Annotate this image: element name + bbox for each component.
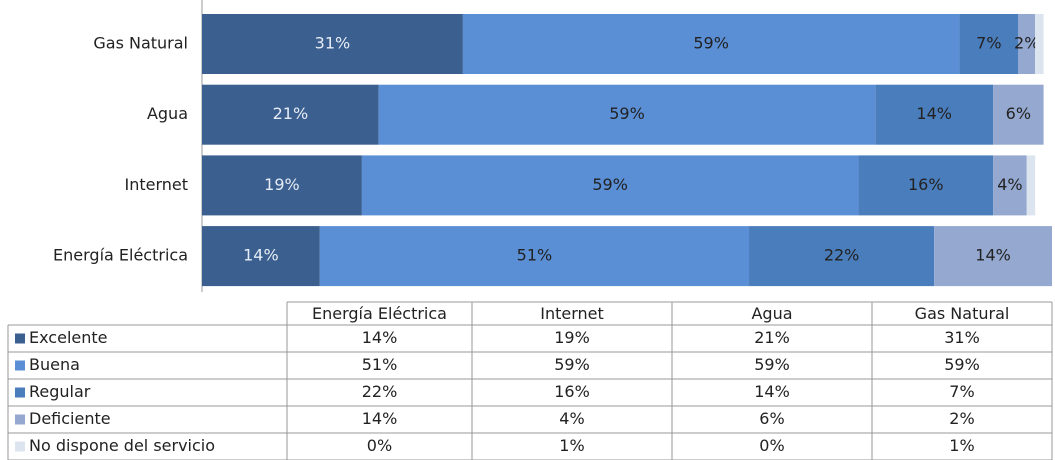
data-label: 4% (997, 175, 1022, 194)
table-cell: 51% (362, 355, 398, 374)
data-label: 6% (1006, 104, 1031, 123)
table-cell: 16% (554, 382, 590, 401)
bar-segment (378, 84, 876, 145)
table-header: Gas Natural (915, 304, 1010, 323)
data-label: 22% (824, 246, 860, 265)
legend-swatch (15, 333, 25, 344)
bar-segment (202, 226, 320, 287)
table-header: Agua (751, 304, 792, 323)
bar-segment (858, 155, 994, 216)
table-cell: 1% (949, 436, 974, 455)
bar-segment (361, 155, 859, 216)
legend-label: No dispone del servicio (29, 436, 215, 455)
y-tick-label: Energía Eléctrica (53, 246, 188, 265)
table-cell: 19% (554, 328, 590, 347)
table-cell: 14% (362, 409, 398, 428)
legend-label: Buena (29, 355, 80, 374)
bar-segment (1035, 14, 1044, 74)
data-label: 19% (264, 175, 300, 194)
data-label: 14% (975, 246, 1011, 265)
table-cell: 0% (367, 436, 392, 455)
bar-segment (875, 84, 994, 145)
bar-segment (1026, 155, 1036, 216)
table-cell: 0% (759, 436, 784, 455)
table-header: Energía Eléctrica (312, 304, 447, 323)
data-label: 7% (976, 34, 1001, 53)
table-cell: 7% (949, 382, 974, 401)
y-tick-label: Internet (124, 175, 188, 194)
data-label: 16% (908, 175, 944, 194)
bar-segment (749, 226, 935, 287)
table-cell: 14% (362, 328, 398, 347)
y-tick-label: Gas Natural (93, 34, 188, 53)
legend-label: Deficiente (29, 409, 111, 428)
table-cell: 14% (754, 382, 790, 401)
legend-swatch (15, 387, 25, 398)
data-label: 51% (517, 246, 553, 265)
bar-segment (202, 14, 463, 74)
bar-segment (993, 84, 1044, 145)
data-label: 59% (693, 34, 729, 53)
table-header: Internet (540, 304, 604, 323)
data-label: 31% (315, 34, 351, 53)
legend-swatch (15, 360, 25, 371)
bar-segment (202, 155, 362, 216)
bar-segment (959, 14, 1019, 74)
table-cell: 6% (759, 409, 784, 428)
table-cell: 21% (754, 328, 790, 347)
y-tick-label: Agua (147, 104, 188, 123)
table-cell: 31% (944, 328, 980, 347)
bar-segment (934, 226, 1052, 287)
table-cell: 59% (754, 355, 790, 374)
bar-segment (202, 84, 379, 145)
table-cell: 22% (362, 382, 398, 401)
bar-segment (462, 14, 960, 74)
table-cell: 59% (944, 355, 980, 374)
bar-segment (993, 155, 1027, 216)
data-label: 14% (243, 246, 279, 265)
table-cell: 2% (949, 409, 974, 428)
data-label: 59% (609, 104, 645, 123)
legend-swatch (15, 414, 25, 425)
data-label: 14% (916, 104, 952, 123)
data-label: 59% (592, 175, 628, 194)
legend-label: Excelente (29, 328, 107, 347)
bar-segment (1018, 14, 1036, 74)
data-label: 21% (273, 104, 309, 123)
table-cell: 1% (559, 436, 584, 455)
data-label: 2% (1014, 34, 1039, 53)
legend-label: Regular (29, 382, 91, 401)
table-cell: 59% (554, 355, 590, 374)
table-cell: 4% (559, 409, 584, 428)
legend-swatch (15, 441, 25, 452)
bar-segment (319, 226, 750, 287)
